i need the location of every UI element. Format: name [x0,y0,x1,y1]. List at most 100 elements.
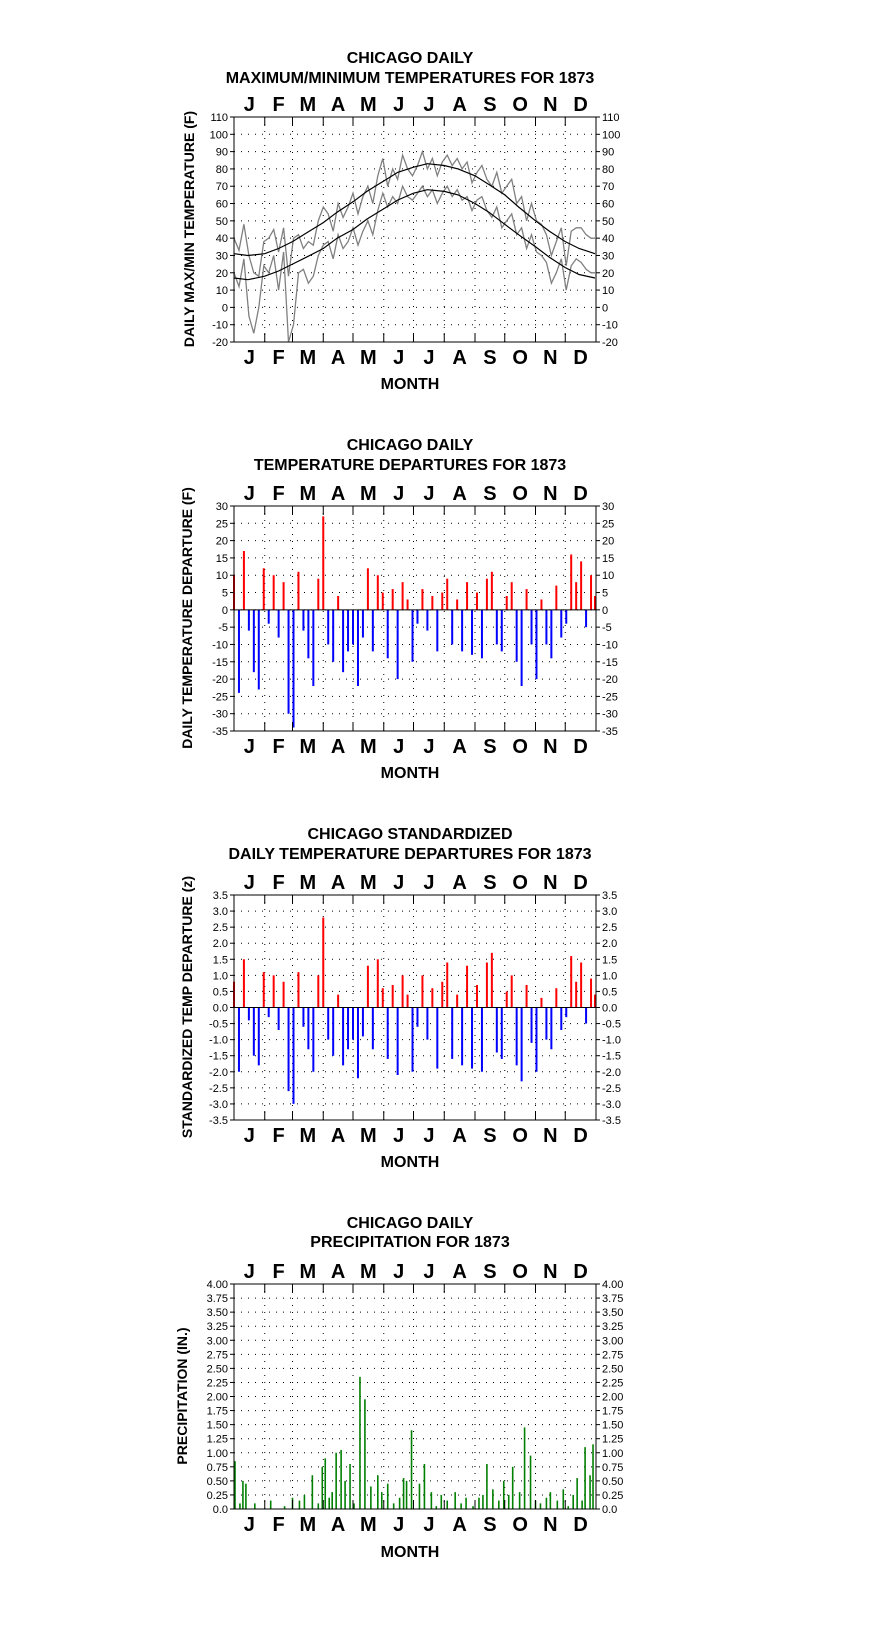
month-label: F [273,736,285,758]
month-label: M [300,736,317,758]
y-tick-label-right: 40 [602,233,614,245]
y-tick-label-right: -20 [602,337,618,349]
month-label: N [543,1125,557,1147]
month-label: M [360,94,377,116]
y-tick-label-left: 1.0 [213,970,228,982]
y-tick-label-left: 2.25 [207,1377,228,1389]
y-tick-label-left: 1.00 [207,1448,228,1460]
month-label: O [512,736,528,758]
month-label: F [273,347,285,369]
y-tick-label-right: -1.0 [602,1035,621,1047]
month-label: N [543,872,557,894]
chart-title-line1: CHICAGO DAILY [347,437,474,454]
month-label: A [452,94,466,116]
month-label: A [452,1514,466,1536]
month-label: J [244,1514,255,1536]
month-label: M [300,1514,317,1536]
y-tick-label-right: 90 [602,147,614,159]
y-tick-label-left: 110 [210,112,228,124]
y-tick-label-left: -1.5 [209,1051,228,1063]
y-tick-label-left: 0.50 [207,1476,228,1488]
y-tick-labels: -35 -35 -30 -30 -25 -25 -20 -20 -15 -15 -10 -10 -5 -5… [212,501,618,738]
month-label: A [331,1125,345,1147]
y-tick-label-left: 80 [216,164,228,176]
month-label: J [244,872,255,894]
y-tick-label-left: 100 [210,129,228,141]
y-tick-label-left: 2.5 [213,922,228,934]
y-tick-label-left: 5 [222,588,228,600]
y-tick-label-left: 4.00 [207,1279,228,1291]
y-tick-label-right: 5 [602,588,608,600]
month-label: J [423,872,434,894]
y-tick-label-left: 1.25 [207,1434,228,1446]
chart-title-line2: TEMPERATURE DEPARTURES FOR 1873 [254,457,566,474]
month-label: A [452,483,466,505]
month-label: J [423,1261,434,1283]
y-tick-label-right: -5 [602,622,612,634]
y-tick-label-left: -10 [212,639,228,651]
month-label: D [573,872,587,894]
y-tick-label-right: -25 [602,691,618,703]
grid [234,1284,596,1509]
y-tick-label-left: -35 [212,726,228,738]
month-label: J [244,483,255,505]
y-tick-label-right: 4.00 [602,1279,623,1291]
month-label: O [512,94,528,116]
month-label: A [452,347,466,369]
y-tick-label-right: 10 [602,285,614,297]
month-label: M [360,483,377,505]
y-tick-label-right: 3.50 [602,1307,623,1319]
y-tick-label-right: -2.0 [602,1067,621,1079]
month-label: J [423,1125,434,1147]
y-tick-label-right: 1.25 [602,1434,623,1446]
axis-ticks [230,1283,600,1510]
y-tick-label-left: -20 [212,337,228,349]
y-tick-label-right: -20 [602,674,618,686]
month-label: O [512,1261,528,1283]
month-label: D [573,1125,587,1147]
month-label: A [331,1261,345,1283]
x-axis-label: MONTH [381,376,440,393]
month-label: J [244,94,255,116]
y-tick-label-right: 0 [602,302,608,314]
y-tick-label-right: 20 [602,268,614,280]
y-tick-label-right: -35 [602,726,618,738]
chart-title-line1: CHICAGO DAILY [347,50,474,67]
month-label: A [452,1261,466,1283]
y-tick-label-left: 2.0 [213,938,228,950]
plot-frame [233,1283,597,1510]
observed-temperature-line [233,149,595,278]
month-label: A [331,483,345,505]
y-tick-label-left: -25 [212,691,228,703]
y-tick-label-left: 90 [216,147,228,159]
y-tick-label-left: 30 [216,501,228,513]
plot-marks [233,149,596,343]
y-tick-label-left: 0.5 [213,986,228,998]
plot-marks [234,1376,594,1509]
y-tick-label-right: 2.50 [602,1363,623,1375]
month-label: A [452,736,466,758]
y-tick-label-left: -15 [212,657,228,669]
month-label: S [483,1261,496,1283]
y-tick-label-left: -20 [212,674,228,686]
plot-marks [233,917,597,1104]
month-label: O [512,872,528,894]
chart-title-line2: DAILY TEMPERATURE DEPARTURES FOR 1873 [228,846,591,863]
y-tick-label-right: 3.0 [602,906,617,918]
normal-temperature-line [233,189,596,281]
month-label: S [483,1514,496,1536]
month-label: A [452,1125,466,1147]
y-tick-label-right: 3.5 [602,890,617,902]
y-tick-label-right: 2.5 [602,922,617,934]
y-tick-label-right: 110 [602,112,620,124]
month-label: D [573,1514,587,1536]
month-label: N [543,1261,557,1283]
month-label: A [331,94,345,116]
month-label: O [512,347,528,369]
y-tick-label-right: 0.75 [602,1462,623,1474]
y-tick-label-left: 40 [216,233,228,245]
y-tick-label-right: 50 [602,216,614,228]
